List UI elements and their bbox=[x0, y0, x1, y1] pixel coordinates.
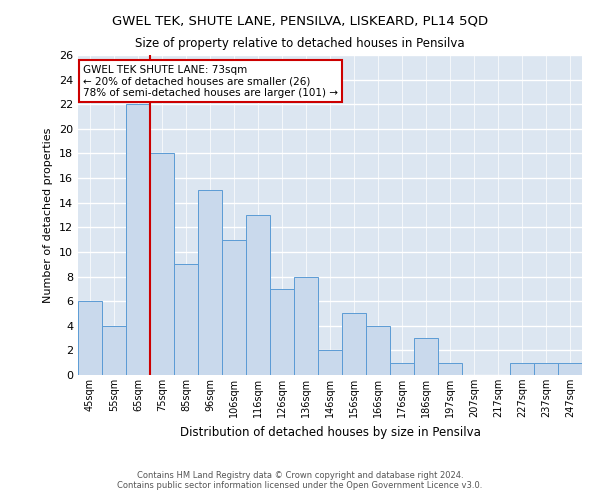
Bar bbox=[318, 350, 342, 375]
Bar bbox=[414, 338, 438, 375]
Bar bbox=[342, 314, 366, 375]
Bar bbox=[198, 190, 222, 375]
X-axis label: Distribution of detached houses by size in Pensilva: Distribution of detached houses by size … bbox=[179, 426, 481, 438]
Text: Contains HM Land Registry data © Crown copyright and database right 2024.
Contai: Contains HM Land Registry data © Crown c… bbox=[118, 470, 482, 490]
Bar bbox=[366, 326, 390, 375]
Y-axis label: Number of detached properties: Number of detached properties bbox=[43, 128, 53, 302]
Text: GWEL TEK SHUTE LANE: 73sqm
← 20% of detached houses are smaller (26)
78% of semi: GWEL TEK SHUTE LANE: 73sqm ← 20% of deta… bbox=[83, 64, 338, 98]
Bar bbox=[534, 362, 558, 375]
Bar bbox=[102, 326, 126, 375]
Bar bbox=[150, 154, 174, 375]
Bar bbox=[222, 240, 246, 375]
Bar bbox=[438, 362, 462, 375]
Bar bbox=[78, 301, 102, 375]
Bar bbox=[174, 264, 198, 375]
Bar bbox=[510, 362, 534, 375]
Bar bbox=[558, 362, 582, 375]
Bar bbox=[294, 276, 318, 375]
Text: Size of property relative to detached houses in Pensilva: Size of property relative to detached ho… bbox=[135, 38, 465, 51]
Bar bbox=[246, 215, 270, 375]
Text: GWEL TEK, SHUTE LANE, PENSILVA, LISKEARD, PL14 5QD: GWEL TEK, SHUTE LANE, PENSILVA, LISKEARD… bbox=[112, 15, 488, 28]
Bar bbox=[270, 289, 294, 375]
Bar bbox=[390, 362, 414, 375]
Bar bbox=[126, 104, 150, 375]
